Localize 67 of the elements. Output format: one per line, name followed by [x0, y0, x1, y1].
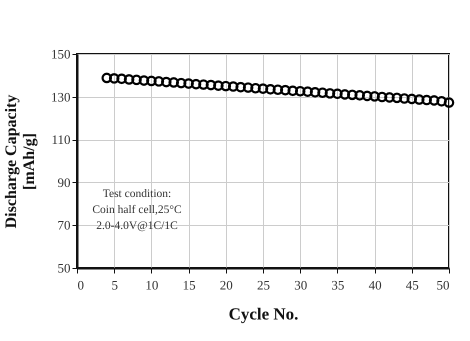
point	[376, 92, 388, 102]
x-tick-label: 25	[257, 278, 270, 292]
point	[160, 76, 172, 88]
x-tick-label: 20	[220, 278, 233, 292]
point	[124, 74, 134, 85]
point	[346, 90, 358, 100]
x-tick-label: 15	[182, 278, 196, 292]
point	[213, 80, 224, 91]
point	[220, 80, 232, 92]
point	[369, 91, 380, 102]
point	[310, 87, 320, 98]
annotation: Test condition: Coin half cell,25°C 2.0-4.0V@1C/1C	[92, 188, 182, 232]
point	[287, 86, 298, 96]
y-tick-label: 130	[51, 89, 70, 104]
point	[414, 94, 425, 105]
point	[108, 73, 120, 84]
y-tick-label: 50	[58, 260, 70, 276]
point	[190, 78, 202, 90]
x-tick-label: 50	[436, 278, 450, 292]
x-tick-label: 30	[294, 278, 308, 292]
point	[272, 84, 284, 96]
point	[206, 80, 216, 90]
x-tick-label: 5	[111, 278, 118, 292]
point	[406, 94, 418, 104]
x-tick-label: 40	[368, 278, 382, 292]
y-tick-label: 150	[51, 46, 70, 62]
point	[317, 87, 328, 98]
x-tick-label: 35	[331, 278, 344, 292]
y-axis-title: Discharge Capacity [mAh/g]	[3, 94, 38, 228]
point	[324, 88, 336, 99]
x-tick-label: 0	[78, 278, 84, 292]
point	[176, 78, 186, 88]
point	[154, 76, 164, 87]
point	[294, 86, 306, 97]
point	[280, 84, 291, 96]
point	[444, 97, 454, 108]
point	[101, 72, 112, 84]
point	[265, 84, 276, 95]
point	[228, 81, 239, 92]
point	[250, 82, 261, 94]
point	[332, 88, 343, 100]
point	[242, 82, 254, 93]
point	[392, 92, 402, 104]
point	[384, 92, 395, 103]
point	[183, 78, 194, 89]
y-tick-label: 90	[58, 174, 70, 190]
point	[168, 77, 180, 88]
point	[399, 93, 410, 104]
y-tick-label: 110	[51, 132, 70, 148]
point	[428, 95, 440, 106]
point	[116, 74, 127, 84]
point	[131, 74, 142, 86]
x-tick-label: 45	[406, 278, 419, 292]
point	[198, 79, 209, 90]
point	[362, 90, 372, 102]
point	[354, 90, 366, 101]
point	[340, 89, 350, 100]
point	[302, 86, 313, 97]
x-tick-label: 10	[145, 278, 158, 292]
x-axis-title: Cycle No.	[228, 304, 298, 324]
y-tick-label: 70	[58, 218, 70, 233]
point	[421, 94, 432, 106]
point	[235, 82, 246, 92]
point	[146, 76, 157, 86]
point	[138, 75, 150, 86]
point	[436, 96, 447, 107]
point	[258, 83, 268, 94]
